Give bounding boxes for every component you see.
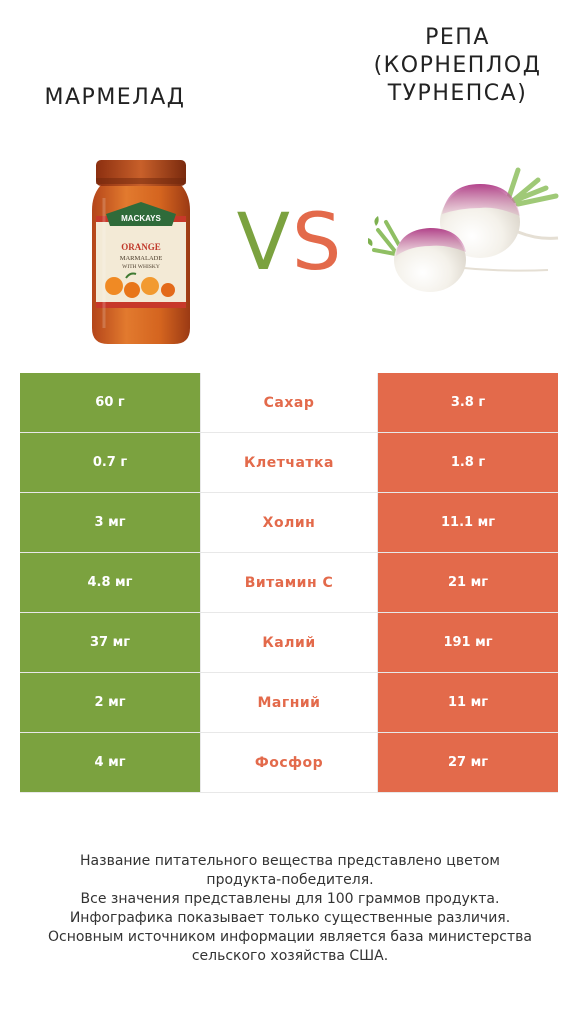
- footnote-line: продукта-победителя.: [206, 872, 374, 888]
- right-value-cell: 11 мг: [378, 673, 558, 732]
- comparison-row: 4.8 мг Витамин C 21 мг: [20, 553, 558, 613]
- footnote-line: Название питательного вещества представл…: [80, 853, 500, 869]
- jar-line2-text: MARMALADE: [120, 255, 163, 262]
- jar-brand-text: MACKAYS: [121, 214, 161, 223]
- comparison-row: 0.7 г Клетчатка 1.8 г: [20, 433, 558, 493]
- nutrient-name-cell: Сахар: [200, 373, 378, 432]
- footnote-line: Все значения представлены для 100 граммо…: [80, 891, 500, 907]
- right-product-name: Репа (корнеплод турнепса): [373, 25, 542, 106]
- nutrient-name-cell: Фосфор: [200, 733, 378, 792]
- left-value-cell: 2 мг: [20, 673, 200, 732]
- right-value-cell: 1.8 г: [378, 433, 558, 492]
- footnote: Название питательного вещества представл…: [20, 852, 560, 966]
- left-value-cell: 4 мг: [20, 733, 200, 792]
- footnote-line: Инфографика показывает только существенн…: [69, 910, 511, 926]
- left-value-cell: 0.7 г: [20, 433, 200, 492]
- right-value-cell: 21 мг: [378, 553, 558, 612]
- comparison-row: 3 мг Холин 11.1 мг: [20, 493, 558, 553]
- turnip-image: [368, 167, 559, 292]
- jar-line1-text: ORANGE: [121, 242, 161, 252]
- left-value-cell: 37 мг: [20, 613, 200, 672]
- comparison-row: 2 мг Магний 11 мг: [20, 673, 558, 733]
- nutrient-name-cell: Калий: [200, 613, 378, 672]
- comparison-row: 4 мг Фосфор 27 мг: [20, 733, 558, 793]
- left-value-cell: 4.8 мг: [20, 553, 200, 612]
- comparison-row: 60 г Сахар 3.8 г: [20, 373, 558, 433]
- jar-line3-text: WITH WHISKY: [122, 264, 160, 270]
- nutrient-name-cell: Витамин C: [200, 553, 378, 612]
- marmalade-jar-image: MACKAYS ORANGE MARMALADE WITH WHISKY: [92, 160, 190, 344]
- nutrient-name-cell: Холин: [200, 493, 378, 552]
- right-value-cell: 191 мг: [378, 613, 558, 672]
- left-value-cell: 60 г: [20, 373, 200, 432]
- right-value-cell: 3.8 г: [378, 373, 558, 432]
- left-product-name: Мармелад: [44, 85, 186, 110]
- versus-label: VS: [222, 198, 358, 288]
- footnote-line: Основным источником информации является …: [48, 929, 532, 945]
- right-value-cell: 11.1 мг: [378, 493, 558, 552]
- left-value-cell: 3 мг: [20, 493, 200, 552]
- footnote-line: сельского хозяйства США.: [191, 948, 389, 964]
- right-value-cell: 27 мг: [378, 733, 558, 792]
- nutrient-name-cell: Магний: [200, 673, 378, 732]
- versus-v: V: [236, 198, 292, 288]
- nutrient-name-cell: Клетчатка: [200, 433, 378, 492]
- versus-s: S: [291, 198, 344, 288]
- comparison-row: 37 мг Калий 191 мг: [20, 613, 558, 673]
